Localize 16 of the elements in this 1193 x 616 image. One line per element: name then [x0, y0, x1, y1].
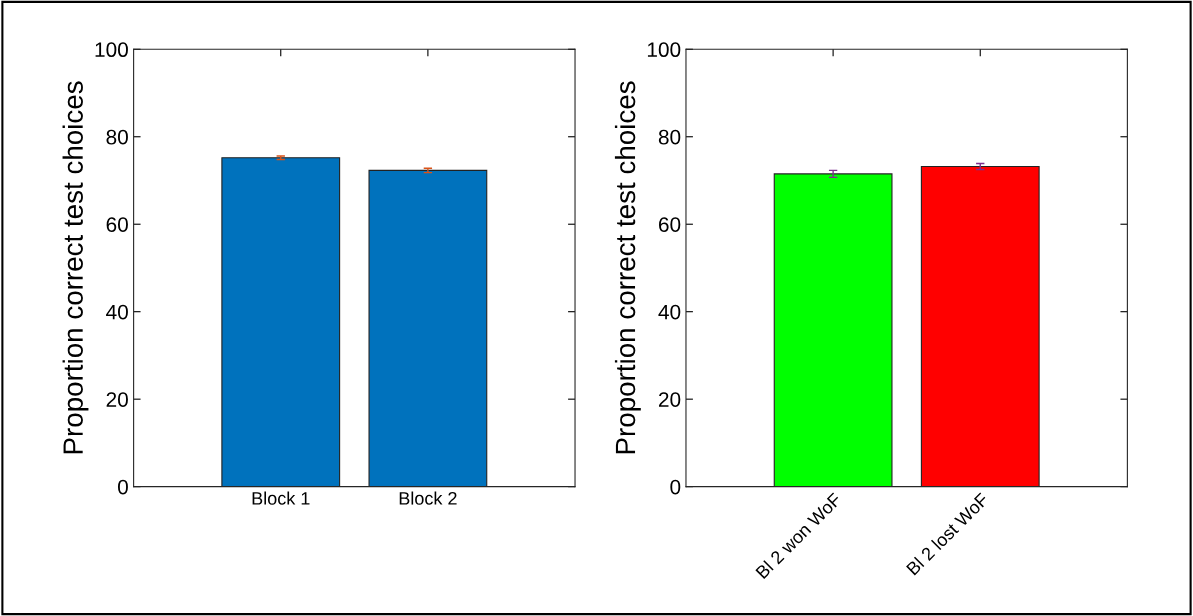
- y-axis-title: Proportion correct test choices: [614, 81, 641, 454]
- y-tick-label: 0: [670, 479, 681, 495]
- y-tick-label: 40: [106, 304, 128, 320]
- y-tick-label: 0: [117, 479, 128, 495]
- y-tick-label: 60: [659, 217, 681, 232]
- y-tick-label: 80: [658, 129, 681, 145]
- y-tick-label: 100: [95, 42, 128, 58]
- y-tick-label: 60: [106, 217, 128, 232]
- x-tick-label: Block 2: [399, 491, 457, 505]
- y-tick-label: 40: [658, 304, 681, 320]
- x-tick-label: Block 1: [252, 491, 310, 505]
- y-tick-label: 20: [106, 392, 128, 407]
- y-axis-title: Proportion correct test choices: [62, 81, 89, 454]
- y-tick-label: 100: [647, 42, 681, 58]
- y-tick-label: 20: [658, 392, 681, 407]
- y-tick-label: 80: [106, 129, 128, 145]
